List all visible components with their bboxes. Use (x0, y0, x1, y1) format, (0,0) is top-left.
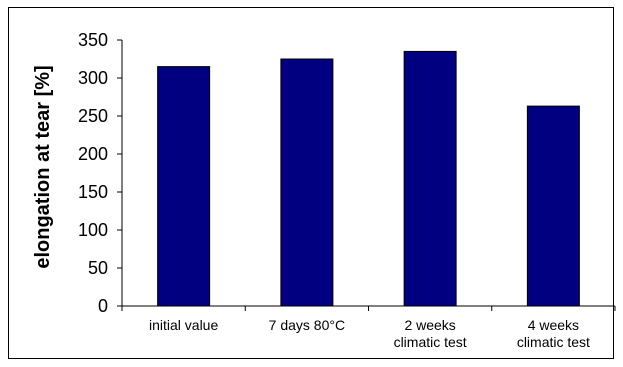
y-tick-label: 50 (88, 258, 108, 278)
y-tick-label: 100 (78, 220, 108, 240)
y-tick-label: 200 (78, 144, 108, 164)
x-tick-label: 2 weeks (404, 317, 455, 333)
y-tick-label: 150 (78, 182, 108, 202)
bar (403, 50, 457, 307)
y-axis: 0 50 100 150 200 250 300 350 (78, 30, 123, 316)
x-axis: initial value 7 days 80°C 2 weeksclimatic … (121, 305, 616, 350)
bars (157, 50, 580, 307)
y-tick-label: 250 (78, 106, 108, 126)
x-tick-label: 4 weeks (528, 317, 579, 333)
bar (280, 58, 334, 307)
bar (157, 66, 211, 307)
y-tick-label: 0 (98, 296, 108, 316)
x-tick-label: initial value (149, 317, 218, 333)
bar (526, 105, 580, 307)
x-tick-label: 7 days 80°C (269, 317, 345, 333)
y-tick-label: 350 (78, 30, 108, 50)
y-tick-label: 300 (78, 68, 108, 88)
x-tick-label: climatic test (394, 334, 467, 350)
y-axis-label: elongation at tear [%] (32, 65, 54, 268)
x-tick-label: climatic test (517, 334, 590, 350)
